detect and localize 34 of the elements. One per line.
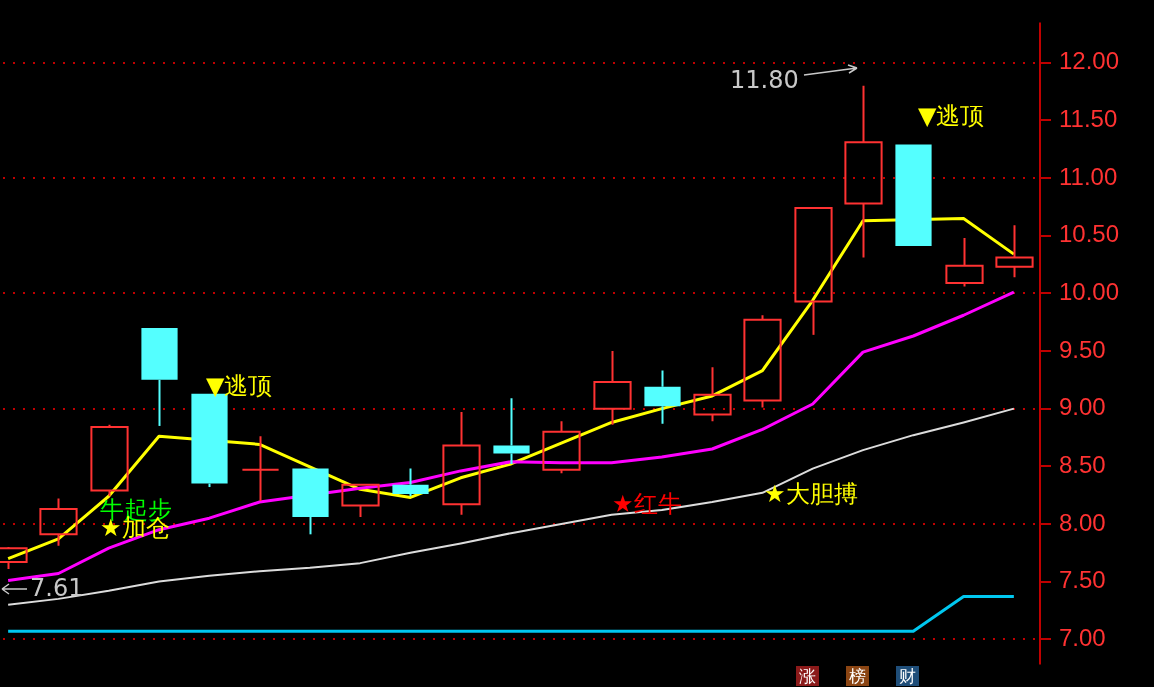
candlestick [644, 369, 681, 425]
y-tick-label: 10.00 [1059, 277, 1120, 305]
candlestick [39, 497, 78, 547]
y-tick-label: 11.00 [1059, 162, 1118, 190]
candlestick [945, 237, 984, 288]
y-tick-label: 9.50 [1059, 335, 1106, 363]
y-tick-label: 7.50 [1059, 566, 1106, 594]
y-tick-label: 9.00 [1059, 393, 1106, 421]
annotation: 11.80 [730, 66, 799, 94]
candlestick [844, 84, 883, 259]
text: 榜 [846, 666, 869, 686]
candlestick [341, 483, 380, 519]
y-tick-label: 12.00 [1059, 47, 1120, 75]
candlestick [794, 207, 833, 336]
annotation: ★大胆搏 [764, 480, 858, 508]
text: 财 [896, 666, 919, 686]
y-tick-label: 8.50 [1059, 450, 1106, 478]
candlestick [995, 224, 1034, 279]
y-tick-label: 10.50 [1059, 220, 1120, 248]
candlestick [442, 411, 481, 516]
candlestick [392, 467, 429, 498]
annotation: ▼逃顶 [206, 372, 273, 400]
y-tick-label: 8.00 [1059, 508, 1106, 536]
text: 涨 [796, 666, 819, 686]
annotation: ▼逃顶 [918, 102, 985, 130]
y-tick-label: 7.00 [1059, 623, 1106, 651]
candlestick [593, 349, 632, 426]
candlestick [292, 468, 329, 536]
candlestick [141, 327, 178, 427]
candlestick [241, 435, 280, 502]
candlestick [693, 366, 732, 423]
y-tick-label: 11.50 [1059, 105, 1118, 133]
candlestick [493, 397, 530, 465]
annotation: 7.61 [30, 574, 84, 602]
